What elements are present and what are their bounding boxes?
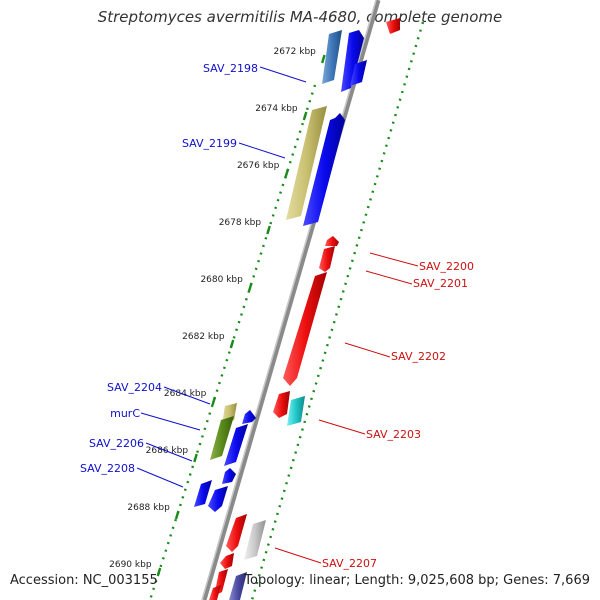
leader-murc	[140, 412, 201, 431]
accession-text: Accession: NC_003155	[10, 573, 158, 588]
leader-sav2202	[344, 342, 391, 358]
gene-sav2198-steel[interactable]	[322, 30, 342, 84]
label-sav2206[interactable]: SAV_2206	[89, 437, 144, 450]
gene-bottom-red-3[interactable]	[209, 585, 221, 600]
tick-label: 2680 kbp	[200, 275, 243, 285]
gene-sav2202[interactable]	[283, 272, 327, 386]
tick-mark	[156, 567, 162, 577]
label-sav2208[interactable]: SAV_2208	[80, 462, 135, 475]
tick-mark	[284, 168, 290, 178]
leader-sav2208	[136, 467, 184, 488]
leader-sav2204	[163, 386, 211, 405]
gene-sav2200[interactable]	[325, 236, 339, 246]
gene-sav2207-grey[interactable]	[244, 520, 266, 560]
tick-mark	[302, 111, 308, 121]
tick-label: 2682 kbp	[182, 332, 225, 342]
page-title: Streptomyces avermitilis MA-4680, comple…	[97, 8, 503, 26]
tick-label: 2678 kbp	[219, 218, 262, 228]
label-sav2199[interactable]: SAV_2199	[182, 137, 237, 150]
leader-sav2198	[259, 66, 307, 83]
tick-mark	[229, 339, 235, 349]
gene-sav2206-blue[interactable]	[224, 424, 248, 466]
gene-sav2203-cyan[interactable]	[287, 396, 305, 426]
leader-sav2207	[274, 547, 322, 564]
backbone-highlight	[201, 0, 377, 600]
label-sav2201[interactable]: SAV_2201	[413, 277, 468, 290]
tick-mark	[247, 282, 253, 292]
gene-murc-olive[interactable]	[210, 416, 234, 460]
label-sav2202[interactable]: SAV_2202	[391, 350, 446, 363]
label-sav2203[interactable]: SAV_2203	[366, 428, 421, 441]
leader-sav2203	[318, 419, 366, 435]
gene-sav2203-red[interactable]	[273, 391, 290, 418]
gene-bottom-purple[interactable]	[229, 572, 247, 600]
topology-text: Topology: linear; Length: 9,025,608 bp; …	[244, 573, 590, 588]
genome-backbone	[201, 0, 381, 600]
label-sav2207[interactable]: SAV_2207	[322, 557, 377, 570]
label-sav2200[interactable]: SAV_2200	[419, 260, 474, 273]
label-sav2204[interactable]: SAV_2204	[107, 381, 162, 394]
gene-sav2207-red[interactable]	[226, 514, 247, 552]
gene-top-blue[interactable]	[350, 60, 367, 86]
gene-sav2199-blue[interactable]	[303, 113, 345, 226]
gene-top-red[interactable]	[386, 18, 400, 34]
tick-label: 2676 kbp	[237, 161, 280, 171]
leader-sav2200	[369, 252, 419, 267]
gene-sav2208-b[interactable]	[208, 486, 228, 512]
gene-murc-blue[interactable]	[242, 410, 256, 424]
gene-bottom-red-1[interactable]	[220, 553, 234, 569]
tick-label: 2674 kbp	[255, 104, 298, 114]
gene-sav2208-a[interactable]	[194, 480, 212, 507]
gene-sav2206-small[interactable]	[222, 468, 236, 484]
tick-mark	[174, 510, 180, 520]
tick-label: 2690 kbp	[109, 560, 152, 570]
leader-sav2201	[365, 270, 413, 285]
tick-mark	[193, 453, 198, 463]
tick-label: 2672 kbp	[273, 47, 316, 57]
leader-sav2199	[238, 142, 286, 159]
label-sav2198[interactable]: SAV_2198	[203, 62, 258, 75]
tick-mark	[211, 396, 217, 406]
leader-sav2206	[145, 442, 193, 462]
tick-mark	[266, 225, 271, 235]
label-murc[interactable]: murC	[110, 407, 140, 420]
tick-marks	[156, 54, 326, 577]
gene-sav2199-khaki[interactable]	[286, 106, 327, 220]
tick-label: 2688 kbp	[127, 503, 170, 513]
gene-sav2201[interactable]	[319, 246, 335, 272]
tick-mark	[320, 54, 326, 64]
gene-sav2198-blue[interactable]	[341, 30, 364, 92]
tick-label: 2684 kbp	[164, 389, 207, 399]
